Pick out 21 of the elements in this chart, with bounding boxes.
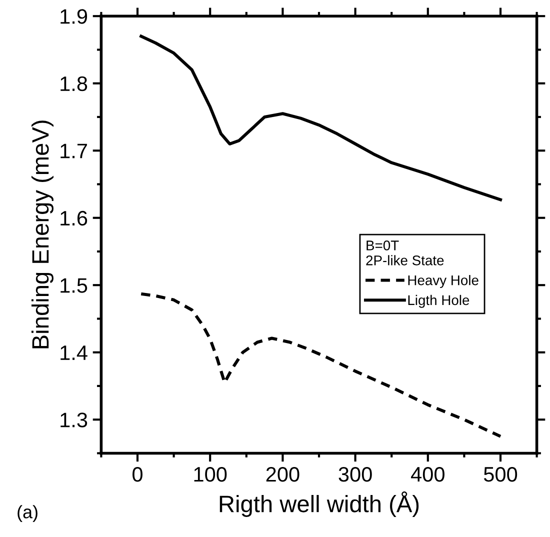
line-series (140, 34, 502, 202)
x-tick-label: 400 (411, 466, 444, 482)
legend-label: Ligth Hole (408, 294, 470, 308)
x-tick-label: 200 (266, 466, 300, 482)
line-series (140, 292, 502, 438)
y-tick-label: 1.8 (60, 76, 88, 92)
x-tick-label: 300 (338, 466, 372, 482)
x-tick-label: 100 (194, 466, 227, 482)
y-tick-label: 1.3 (60, 412, 88, 428)
y-tick-label: 1.6 (60, 210, 88, 226)
y-axis-title: Binding Energy (meV) (31, 120, 54, 348)
x-axis-title: Rigth well width (Å) (220, 491, 419, 517)
y-tick-label: 1.7 (60, 144, 87, 158)
y-tick-label: 1.9 (60, 9, 88, 24)
y-tick-label: 1.5 (60, 278, 88, 293)
y-tick-label: 1.4 (60, 346, 88, 360)
text: (a) (18, 505, 38, 522)
x-tick-label: 0 (132, 466, 142, 482)
x-tick-label: 500 (484, 466, 518, 482)
legend-label: Heavy Hole (408, 275, 478, 288)
legend-title: B=0T 2P-like State (366, 240, 444, 266)
